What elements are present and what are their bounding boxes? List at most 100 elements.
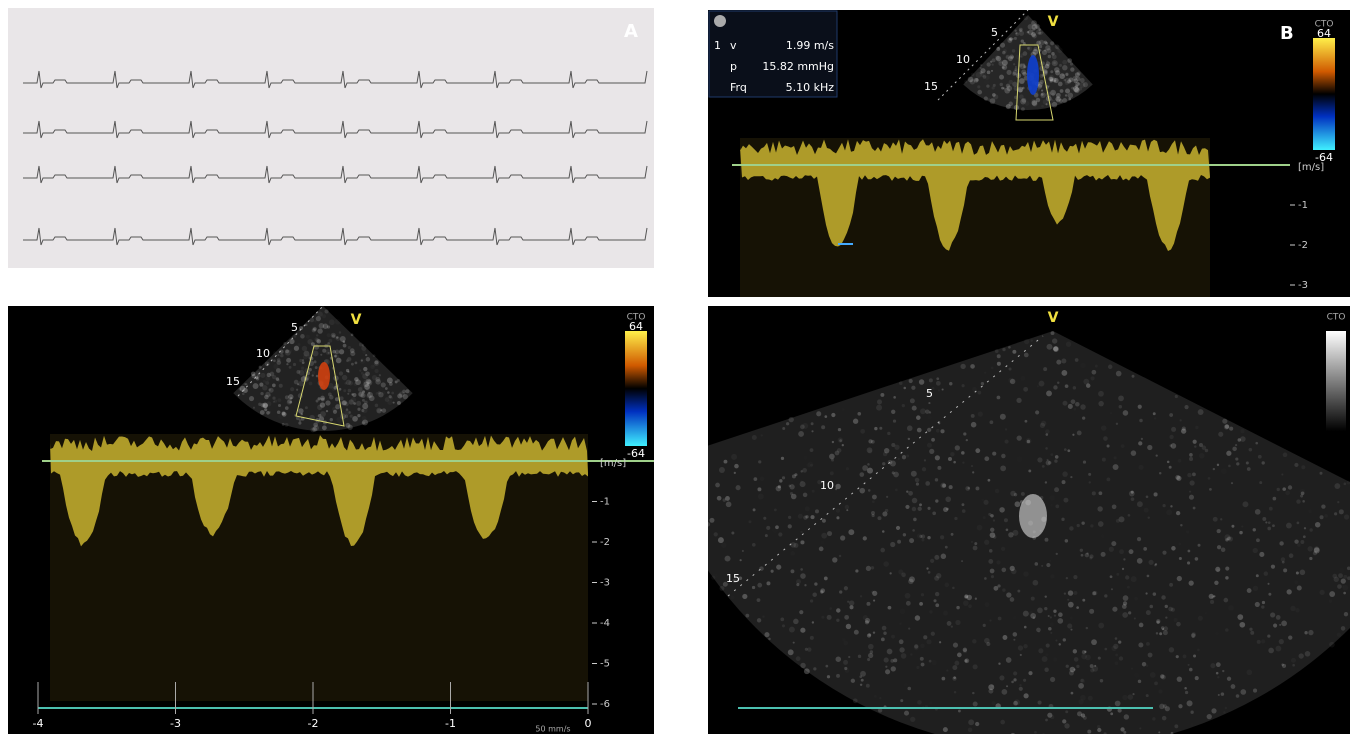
speckle xyxy=(272,397,275,400)
speckle xyxy=(1124,714,1129,719)
speckle xyxy=(1091,376,1095,380)
speckle xyxy=(912,406,917,411)
speckle xyxy=(843,660,848,665)
speckle xyxy=(277,358,280,361)
speckle xyxy=(842,408,845,411)
speckle xyxy=(950,452,954,456)
speckle xyxy=(1020,55,1022,57)
speckle xyxy=(988,513,991,516)
speckle xyxy=(995,75,997,77)
speckle xyxy=(1277,488,1280,491)
speckle xyxy=(326,410,328,412)
speckle xyxy=(1046,563,1050,567)
speckle xyxy=(1055,640,1057,642)
speckle xyxy=(1114,456,1117,459)
speckle xyxy=(940,535,944,539)
speckle xyxy=(757,598,761,602)
speckle xyxy=(998,663,1000,665)
speckle xyxy=(933,599,936,602)
speckle xyxy=(992,93,996,97)
speckle xyxy=(1111,588,1113,590)
speckle xyxy=(768,638,771,641)
speckle xyxy=(1000,83,1003,86)
speckle xyxy=(1071,87,1074,90)
speckle xyxy=(1337,501,1339,503)
speckle xyxy=(277,398,281,402)
speckle xyxy=(902,404,905,407)
speckle xyxy=(987,62,991,66)
speckle xyxy=(1253,548,1258,553)
speckle xyxy=(879,427,882,430)
speckle xyxy=(1256,574,1259,577)
speckle xyxy=(825,665,828,668)
speckle xyxy=(846,624,851,629)
speckle xyxy=(276,377,279,380)
speckle xyxy=(995,349,999,353)
speckle xyxy=(1001,568,1006,573)
speckle xyxy=(844,615,849,620)
speckle xyxy=(1107,445,1110,448)
speckle xyxy=(1261,639,1265,643)
speckle xyxy=(945,496,951,502)
speckle xyxy=(1288,485,1292,489)
speckle xyxy=(1121,444,1125,448)
speckle xyxy=(953,642,958,647)
color-flow xyxy=(318,362,330,390)
speckle xyxy=(1112,504,1117,509)
speckle xyxy=(717,496,722,501)
speckle xyxy=(860,595,862,597)
speckle xyxy=(1046,48,1051,53)
speckle xyxy=(325,334,328,337)
speckle xyxy=(917,700,922,705)
speckle xyxy=(1038,631,1040,633)
speckle xyxy=(868,653,873,658)
speckle xyxy=(1208,477,1211,480)
speckle xyxy=(312,374,314,376)
speckle xyxy=(350,348,355,353)
speckle xyxy=(1169,466,1172,469)
speckle xyxy=(1116,371,1122,377)
speckle xyxy=(1175,395,1178,398)
sweep-speed: 50 mm/s xyxy=(535,725,570,734)
speckle xyxy=(302,346,307,351)
speckle xyxy=(868,449,873,454)
speckle xyxy=(1087,730,1091,734)
speckle xyxy=(1143,547,1147,551)
speckle xyxy=(814,582,817,585)
speckle xyxy=(1163,504,1166,507)
speckle xyxy=(898,458,900,460)
speckle xyxy=(1210,600,1214,604)
speckle xyxy=(375,379,381,385)
speckle xyxy=(1073,386,1076,389)
speckle xyxy=(1224,424,1229,429)
speckle xyxy=(1123,731,1126,734)
speckle xyxy=(952,676,956,680)
speckle xyxy=(1171,427,1176,432)
speckle xyxy=(983,500,988,505)
speckle xyxy=(1002,64,1007,69)
speckle xyxy=(1210,663,1215,668)
speckle xyxy=(971,541,973,543)
speckle xyxy=(921,593,924,596)
speckle xyxy=(1179,419,1181,421)
speckle xyxy=(839,439,842,442)
speckle xyxy=(832,441,834,443)
speckle xyxy=(1050,574,1054,578)
speckle xyxy=(1129,491,1135,497)
speckle xyxy=(1070,67,1074,71)
speckle xyxy=(1139,623,1144,628)
speckle xyxy=(975,78,978,81)
speckle xyxy=(1015,66,1017,68)
speckle xyxy=(1184,405,1188,409)
speckle xyxy=(821,541,825,545)
speckle xyxy=(1296,572,1299,575)
speckle xyxy=(1190,711,1193,714)
speckle xyxy=(274,399,277,402)
speckle xyxy=(996,47,1000,51)
speckle xyxy=(1024,693,1029,698)
speckle xyxy=(811,430,813,432)
speckle xyxy=(952,665,957,670)
speckle xyxy=(1013,639,1015,641)
speckle xyxy=(725,496,730,501)
speckle xyxy=(973,664,978,669)
